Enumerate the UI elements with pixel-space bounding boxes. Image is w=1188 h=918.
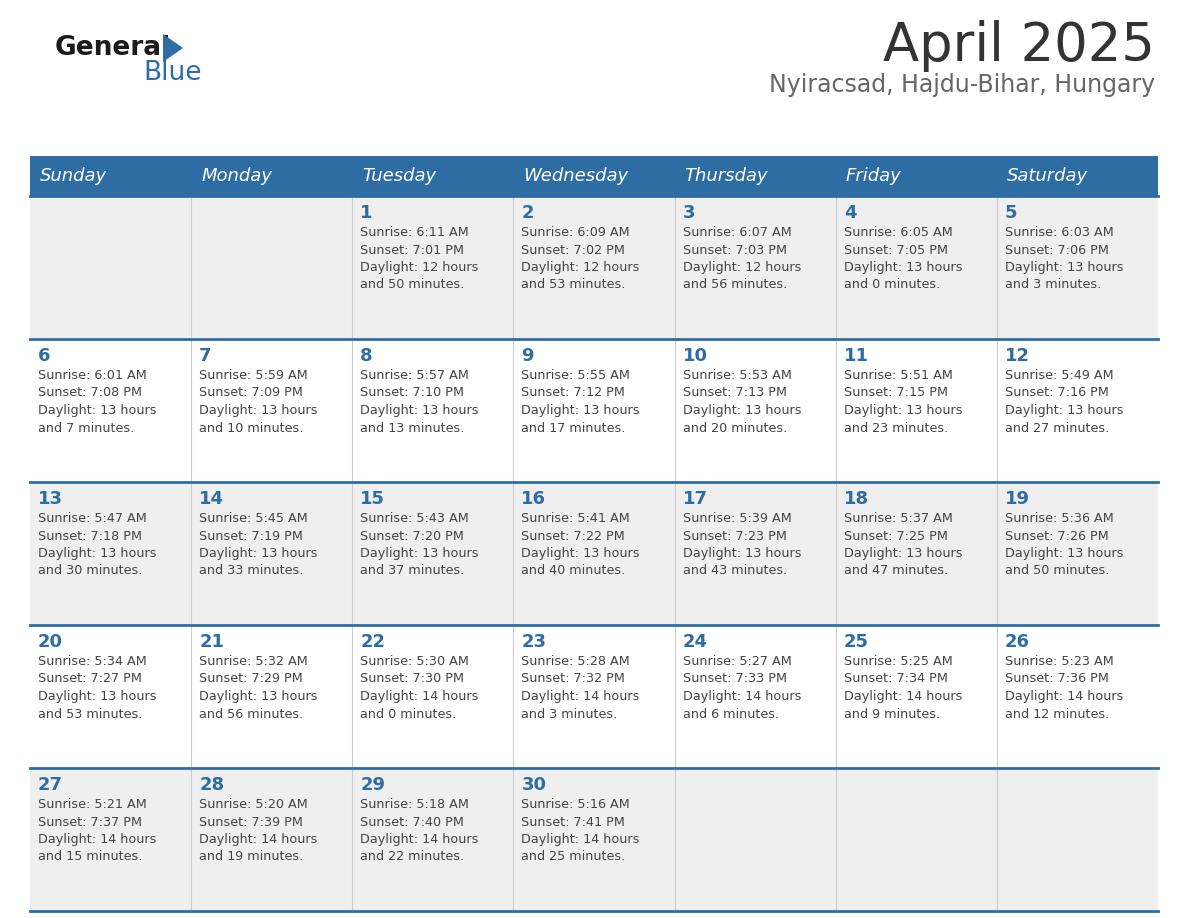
Text: 5: 5 — [1005, 204, 1017, 222]
Text: 10: 10 — [683, 347, 708, 365]
Text: Sunrise: 6:05 AM
Sunset: 7:05 PM
Daylight: 13 hours
and 0 minutes.: Sunrise: 6:05 AM Sunset: 7:05 PM Dayligh… — [843, 226, 962, 292]
Bar — [30, 156, 1158, 196]
Text: Saturday: Saturday — [1007, 167, 1088, 185]
Text: Sunrise: 5:37 AM
Sunset: 7:25 PM
Daylight: 13 hours
and 47 minutes.: Sunrise: 5:37 AM Sunset: 7:25 PM Dayligh… — [843, 512, 962, 577]
Text: Sunrise: 5:20 AM
Sunset: 7:39 PM
Daylight: 14 hours
and 19 minutes.: Sunrise: 5:20 AM Sunset: 7:39 PM Dayligh… — [200, 798, 317, 864]
Text: 9: 9 — [522, 347, 533, 365]
Text: 1: 1 — [360, 204, 373, 222]
Text: Sunrise: 5:16 AM
Sunset: 7:41 PM
Daylight: 14 hours
and 25 minutes.: Sunrise: 5:16 AM Sunset: 7:41 PM Dayligh… — [522, 798, 640, 864]
Text: Sunrise: 5:34 AM
Sunset: 7:27 PM
Daylight: 13 hours
and 53 minutes.: Sunrise: 5:34 AM Sunset: 7:27 PM Dayligh… — [38, 655, 157, 721]
Text: 11: 11 — [843, 347, 868, 365]
Text: Tuesday: Tuesday — [362, 167, 436, 185]
Text: 14: 14 — [200, 490, 225, 508]
Text: Sunrise: 5:47 AM
Sunset: 7:18 PM
Daylight: 13 hours
and 30 minutes.: Sunrise: 5:47 AM Sunset: 7:18 PM Dayligh… — [38, 512, 157, 577]
Text: Sunrise: 5:30 AM
Sunset: 7:30 PM
Daylight: 14 hours
and 0 minutes.: Sunrise: 5:30 AM Sunset: 7:30 PM Dayligh… — [360, 655, 479, 721]
Text: Monday: Monday — [201, 167, 272, 185]
Text: April 2025: April 2025 — [883, 20, 1155, 72]
Text: Sunrise: 5:18 AM
Sunset: 7:40 PM
Daylight: 14 hours
and 22 minutes.: Sunrise: 5:18 AM Sunset: 7:40 PM Dayligh… — [360, 798, 479, 864]
Text: Sunrise: 6:07 AM
Sunset: 7:03 PM
Daylight: 12 hours
and 56 minutes.: Sunrise: 6:07 AM Sunset: 7:03 PM Dayligh… — [683, 226, 801, 292]
Text: General: General — [55, 35, 171, 61]
Text: 3: 3 — [683, 204, 695, 222]
Text: Sunrise: 5:57 AM
Sunset: 7:10 PM
Daylight: 13 hours
and 13 minutes.: Sunrise: 5:57 AM Sunset: 7:10 PM Dayligh… — [360, 369, 479, 434]
Text: 12: 12 — [1005, 347, 1030, 365]
Text: Nyiracsad, Hajdu-Bihar, Hungary: Nyiracsad, Hajdu-Bihar, Hungary — [769, 73, 1155, 97]
Text: Sunrise: 5:55 AM
Sunset: 7:12 PM
Daylight: 13 hours
and 17 minutes.: Sunrise: 5:55 AM Sunset: 7:12 PM Dayligh… — [522, 369, 640, 434]
Text: Sunrise: 5:51 AM
Sunset: 7:15 PM
Daylight: 13 hours
and 23 minutes.: Sunrise: 5:51 AM Sunset: 7:15 PM Dayligh… — [843, 369, 962, 434]
Bar — [30, 482, 1158, 625]
Text: 17: 17 — [683, 490, 708, 508]
Text: 13: 13 — [38, 490, 63, 508]
Text: 27: 27 — [38, 776, 63, 794]
Text: Blue: Blue — [143, 60, 202, 86]
Text: Thursday: Thursday — [684, 167, 769, 185]
Polygon shape — [163, 34, 183, 62]
Text: Sunrise: 5:45 AM
Sunset: 7:19 PM
Daylight: 13 hours
and 33 minutes.: Sunrise: 5:45 AM Sunset: 7:19 PM Dayligh… — [200, 512, 317, 577]
Text: Sunrise: 6:11 AM
Sunset: 7:01 PM
Daylight: 12 hours
and 50 minutes.: Sunrise: 6:11 AM Sunset: 7:01 PM Dayligh… — [360, 226, 479, 292]
Text: Sunrise: 5:49 AM
Sunset: 7:16 PM
Daylight: 13 hours
and 27 minutes.: Sunrise: 5:49 AM Sunset: 7:16 PM Dayligh… — [1005, 369, 1124, 434]
Text: 19: 19 — [1005, 490, 1030, 508]
Bar — [30, 768, 1158, 911]
Text: Sunrise: 5:21 AM
Sunset: 7:37 PM
Daylight: 14 hours
and 15 minutes.: Sunrise: 5:21 AM Sunset: 7:37 PM Dayligh… — [38, 798, 157, 864]
Text: 24: 24 — [683, 633, 708, 651]
Bar — [30, 196, 1158, 339]
Text: 15: 15 — [360, 490, 385, 508]
Text: Sunday: Sunday — [40, 167, 107, 185]
Text: Sunrise: 5:23 AM
Sunset: 7:36 PM
Daylight: 14 hours
and 12 minutes.: Sunrise: 5:23 AM Sunset: 7:36 PM Dayligh… — [1005, 655, 1123, 721]
Text: 7: 7 — [200, 347, 211, 365]
Text: Sunrise: 5:39 AM
Sunset: 7:23 PM
Daylight: 13 hours
and 43 minutes.: Sunrise: 5:39 AM Sunset: 7:23 PM Dayligh… — [683, 512, 801, 577]
Text: 22: 22 — [360, 633, 385, 651]
Text: 18: 18 — [843, 490, 868, 508]
Text: Sunrise: 6:01 AM
Sunset: 7:08 PM
Daylight: 13 hours
and 7 minutes.: Sunrise: 6:01 AM Sunset: 7:08 PM Dayligh… — [38, 369, 157, 434]
Text: 29: 29 — [360, 776, 385, 794]
Text: 25: 25 — [843, 633, 868, 651]
Text: Sunrise: 6:03 AM
Sunset: 7:06 PM
Daylight: 13 hours
and 3 minutes.: Sunrise: 6:03 AM Sunset: 7:06 PM Dayligh… — [1005, 226, 1124, 292]
Text: 26: 26 — [1005, 633, 1030, 651]
Bar — [30, 339, 1158, 482]
Text: Sunrise: 6:09 AM
Sunset: 7:02 PM
Daylight: 12 hours
and 53 minutes.: Sunrise: 6:09 AM Sunset: 7:02 PM Dayligh… — [522, 226, 640, 292]
Text: 16: 16 — [522, 490, 546, 508]
Text: Sunrise: 5:59 AM
Sunset: 7:09 PM
Daylight: 13 hours
and 10 minutes.: Sunrise: 5:59 AM Sunset: 7:09 PM Dayligh… — [200, 369, 317, 434]
Text: 4: 4 — [843, 204, 857, 222]
Text: 28: 28 — [200, 776, 225, 794]
Text: 20: 20 — [38, 633, 63, 651]
Text: Friday: Friday — [846, 167, 902, 185]
Text: Sunrise: 5:28 AM
Sunset: 7:32 PM
Daylight: 14 hours
and 3 minutes.: Sunrise: 5:28 AM Sunset: 7:32 PM Dayligh… — [522, 655, 640, 721]
Bar — [30, 625, 1158, 768]
Text: 30: 30 — [522, 776, 546, 794]
Text: 23: 23 — [522, 633, 546, 651]
Text: 8: 8 — [360, 347, 373, 365]
Text: 6: 6 — [38, 347, 51, 365]
Text: Sunrise: 5:32 AM
Sunset: 7:29 PM
Daylight: 13 hours
and 56 minutes.: Sunrise: 5:32 AM Sunset: 7:29 PM Dayligh… — [200, 655, 317, 721]
Text: Sunrise: 5:25 AM
Sunset: 7:34 PM
Daylight: 14 hours
and 9 minutes.: Sunrise: 5:25 AM Sunset: 7:34 PM Dayligh… — [843, 655, 962, 721]
Text: Wednesday: Wednesday — [524, 167, 628, 185]
Text: Sunrise: 5:41 AM
Sunset: 7:22 PM
Daylight: 13 hours
and 40 minutes.: Sunrise: 5:41 AM Sunset: 7:22 PM Dayligh… — [522, 512, 640, 577]
Text: 21: 21 — [200, 633, 225, 651]
Text: Sunrise: 5:36 AM
Sunset: 7:26 PM
Daylight: 13 hours
and 50 minutes.: Sunrise: 5:36 AM Sunset: 7:26 PM Dayligh… — [1005, 512, 1124, 577]
Text: Sunrise: 5:53 AM
Sunset: 7:13 PM
Daylight: 13 hours
and 20 minutes.: Sunrise: 5:53 AM Sunset: 7:13 PM Dayligh… — [683, 369, 801, 434]
Text: Sunrise: 5:43 AM
Sunset: 7:20 PM
Daylight: 13 hours
and 37 minutes.: Sunrise: 5:43 AM Sunset: 7:20 PM Dayligh… — [360, 512, 479, 577]
Text: 2: 2 — [522, 204, 533, 222]
Text: Sunrise: 5:27 AM
Sunset: 7:33 PM
Daylight: 14 hours
and 6 minutes.: Sunrise: 5:27 AM Sunset: 7:33 PM Dayligh… — [683, 655, 801, 721]
